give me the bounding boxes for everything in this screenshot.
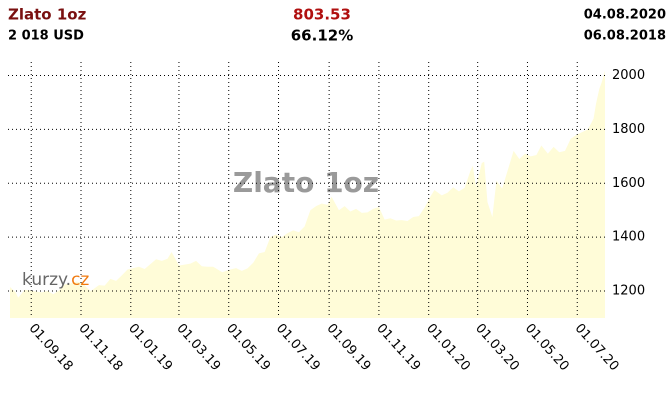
x-tick-label: 01.05.20 — [522, 321, 572, 374]
x-tick-label: 01.07.19 — [273, 321, 323, 374]
change: 803.53 — [293, 6, 351, 24]
x-tick-label: 01.07.20 — [572, 321, 622, 374]
price: 2 018 USD — [8, 29, 84, 44]
x-tick-label: 01.01.20 — [423, 321, 473, 374]
date-end: 04.08.2020 — [584, 8, 666, 23]
x-tick-label: 01.03.19 — [173, 321, 223, 374]
chart-title: Zlato 1oz — [8, 6, 87, 24]
logo: kurzy.cz — [22, 270, 89, 290]
x-tick-label: 01.09.18 — [26, 321, 76, 374]
x-tick-label: 01.09.19 — [324, 321, 374, 374]
area — [10, 70, 605, 318]
date-start: 06.08.2018 — [584, 29, 666, 44]
watermark: Zlato 1oz — [233, 166, 379, 199]
x-tick-label: 01.03.20 — [472, 321, 522, 374]
logo-part: cz — [71, 270, 89, 290]
y-tick-label: 1200 — [612, 284, 645, 299]
logo-part: kurzy. — [22, 270, 71, 290]
y-tick-label: 1400 — [612, 230, 645, 245]
x-tick-label: 01.05.19 — [223, 321, 273, 374]
y-tick-label: 1800 — [612, 122, 645, 137]
y-tick-label: 2000 — [612, 68, 645, 83]
x-tick-label: 01.11.18 — [75, 321, 125, 374]
change-pct: 66.12% — [291, 27, 353, 45]
x-tick-label: 01.01.19 — [125, 321, 175, 374]
y-tick-label: 1600 — [612, 176, 645, 191]
x-tick-label: 01.11.19 — [373, 321, 423, 374]
